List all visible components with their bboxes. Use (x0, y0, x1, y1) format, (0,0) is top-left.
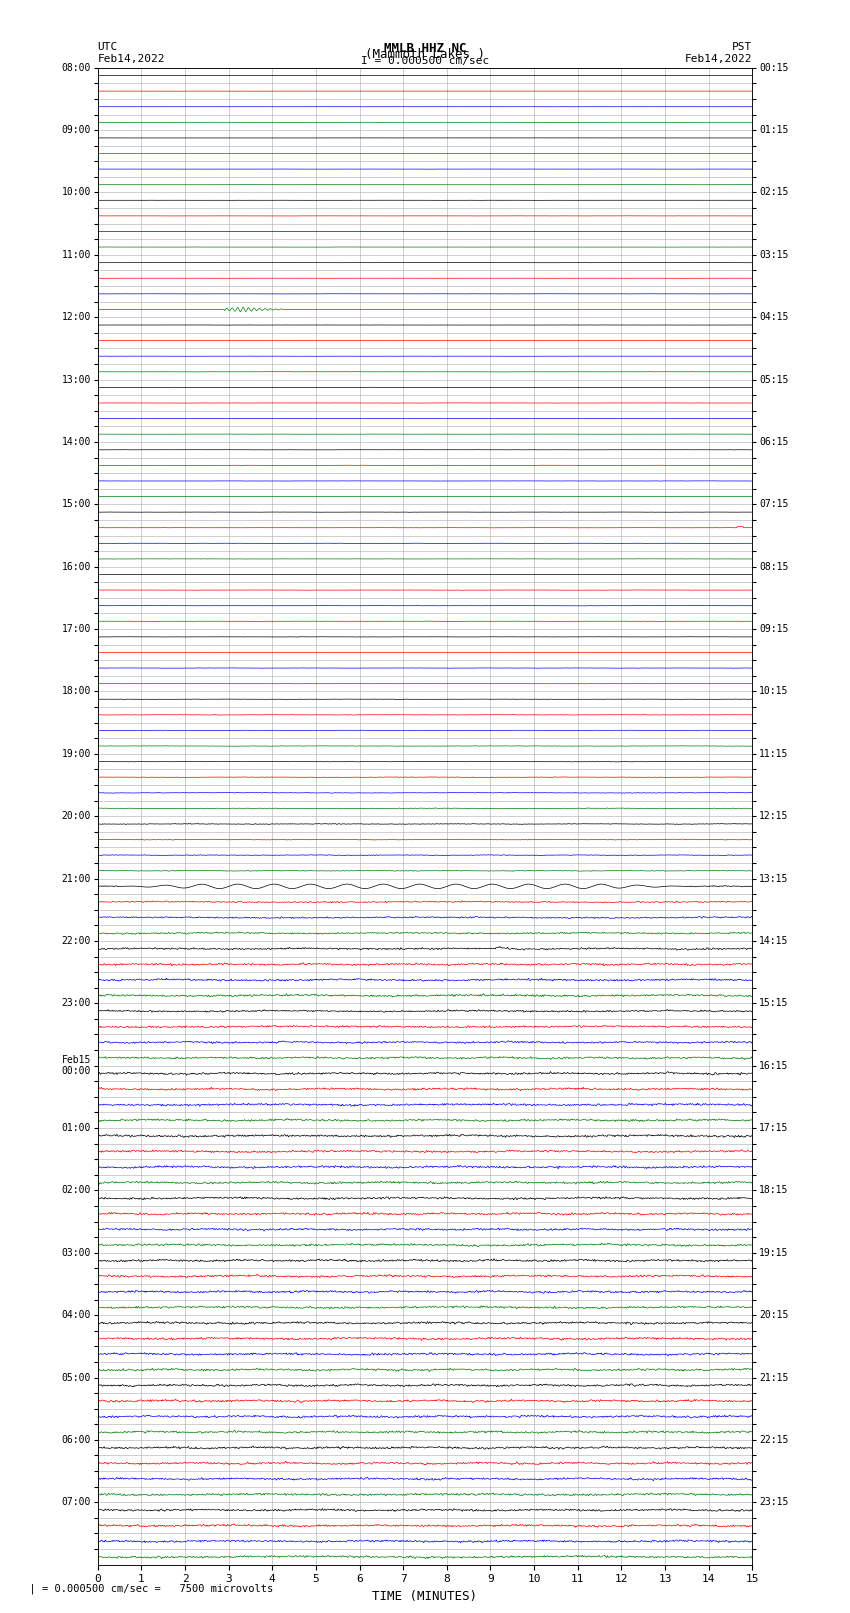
Text: PST
Feb14,2022: PST Feb14,2022 (685, 42, 752, 63)
Text: I = 0.000500 cm/sec: I = 0.000500 cm/sec (361, 56, 489, 66)
Text: MMLB HHZ NC: MMLB HHZ NC (383, 42, 467, 55)
Text: UTC
Feb14,2022: UTC Feb14,2022 (98, 42, 165, 63)
Text: (Mammoth Lakes ): (Mammoth Lakes ) (365, 48, 485, 61)
Text: | = 0.000500 cm/sec =   7500 microvolts: | = 0.000500 cm/sec = 7500 microvolts (17, 1582, 273, 1594)
X-axis label: TIME (MINUTES): TIME (MINUTES) (372, 1590, 478, 1603)
